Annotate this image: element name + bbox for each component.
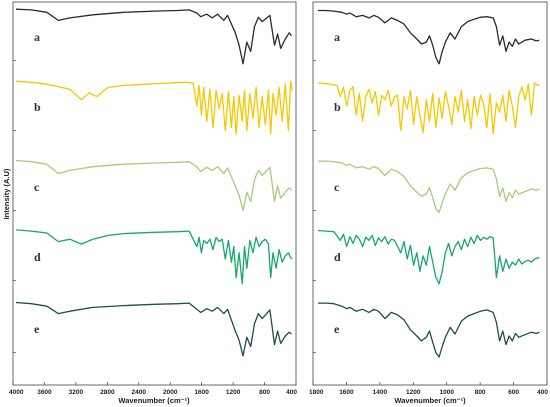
right-x-ticks: 1800 1600 1400 1200 1000 800 600 400 (309, 60, 548, 396)
left-series-c-label: c (34, 180, 40, 194)
left-series-e-line (15, 301, 292, 357)
left-series-a-line (15, 8, 293, 65)
right-series-e-line (318, 302, 540, 358)
right-series-d-label: d (334, 250, 341, 264)
right-series-b-line (317, 82, 540, 135)
right-panel-frame (312, 1, 548, 386)
left-x-tick-label: 2800 (100, 389, 115, 396)
right-series-d-line (317, 229, 540, 285)
left-series-d-line (15, 229, 293, 285)
right-traces (317, 9, 540, 358)
left-series-b-line (15, 80, 293, 135)
left-x-axis-title: Wavenumber (cm⁻¹) (118, 396, 190, 405)
right-x-tick-label: 400 (537, 389, 548, 396)
right-series-a-label: a (334, 30, 340, 44)
left-trace-labels: a b c d e (34, 30, 41, 336)
right-x-tick-label: 1800 (309, 389, 324, 396)
left-series-e-label: e (34, 322, 40, 336)
left-series-a-label: a (34, 30, 40, 44)
right-x-tick-label: 800 (475, 389, 486, 396)
right-panel: a b c d e 1800 1600 1400 1200 1000 800 600 400 Wave… (309, 1, 548, 405)
right-series-c-line (318, 160, 540, 214)
left-panel-frame (12, 1, 297, 386)
right-x-axis-title: Wavenumber (cm⁻¹) (394, 396, 466, 405)
left-x-tick-label: 800 (259, 389, 270, 396)
left-series-d-label: d (34, 250, 41, 264)
left-traces (15, 8, 293, 357)
left-series-c-line (15, 159, 292, 212)
left-x-tick-label: 2400 (132, 389, 147, 396)
right-series-a-line (318, 9, 540, 65)
left-x-tick-label: 1600 (194, 389, 209, 396)
left-x-ticks: 4000 3600 3200 2800 2400 2000 1600 1200 800 400 (9, 60, 297, 396)
left-x-tick-label: 3600 (37, 389, 52, 396)
right-x-tick-label: 1200 (406, 389, 421, 396)
left-series-b-label: b (34, 100, 41, 114)
left-x-tick-label: 3200 (69, 389, 84, 396)
right-trace-labels: a b c d e (334, 30, 341, 336)
left-panel: a b c d e 4000 3600 3200 2800 2400 2000 1600 1200 80… (2, 1, 297, 405)
right-x-tick-label: 600 (508, 389, 519, 396)
right-series-c-label: c (334, 180, 340, 194)
right-x-tick-label: 1400 (373, 389, 388, 396)
right-series-b-label: b (334, 100, 341, 114)
right-series-e-label: e (334, 322, 340, 336)
left-x-tick-label: 2000 (163, 389, 178, 396)
right-x-tick-label: 1600 (339, 389, 354, 396)
left-x-tick-label: 1200 (226, 389, 241, 396)
right-x-tick-label: 1000 (439, 389, 454, 396)
left-y-axis-title: Intensity (A.U) (2, 168, 11, 219)
left-x-tick-label: 400 (286, 389, 297, 396)
left-x-tick-label: 4000 (9, 389, 24, 396)
